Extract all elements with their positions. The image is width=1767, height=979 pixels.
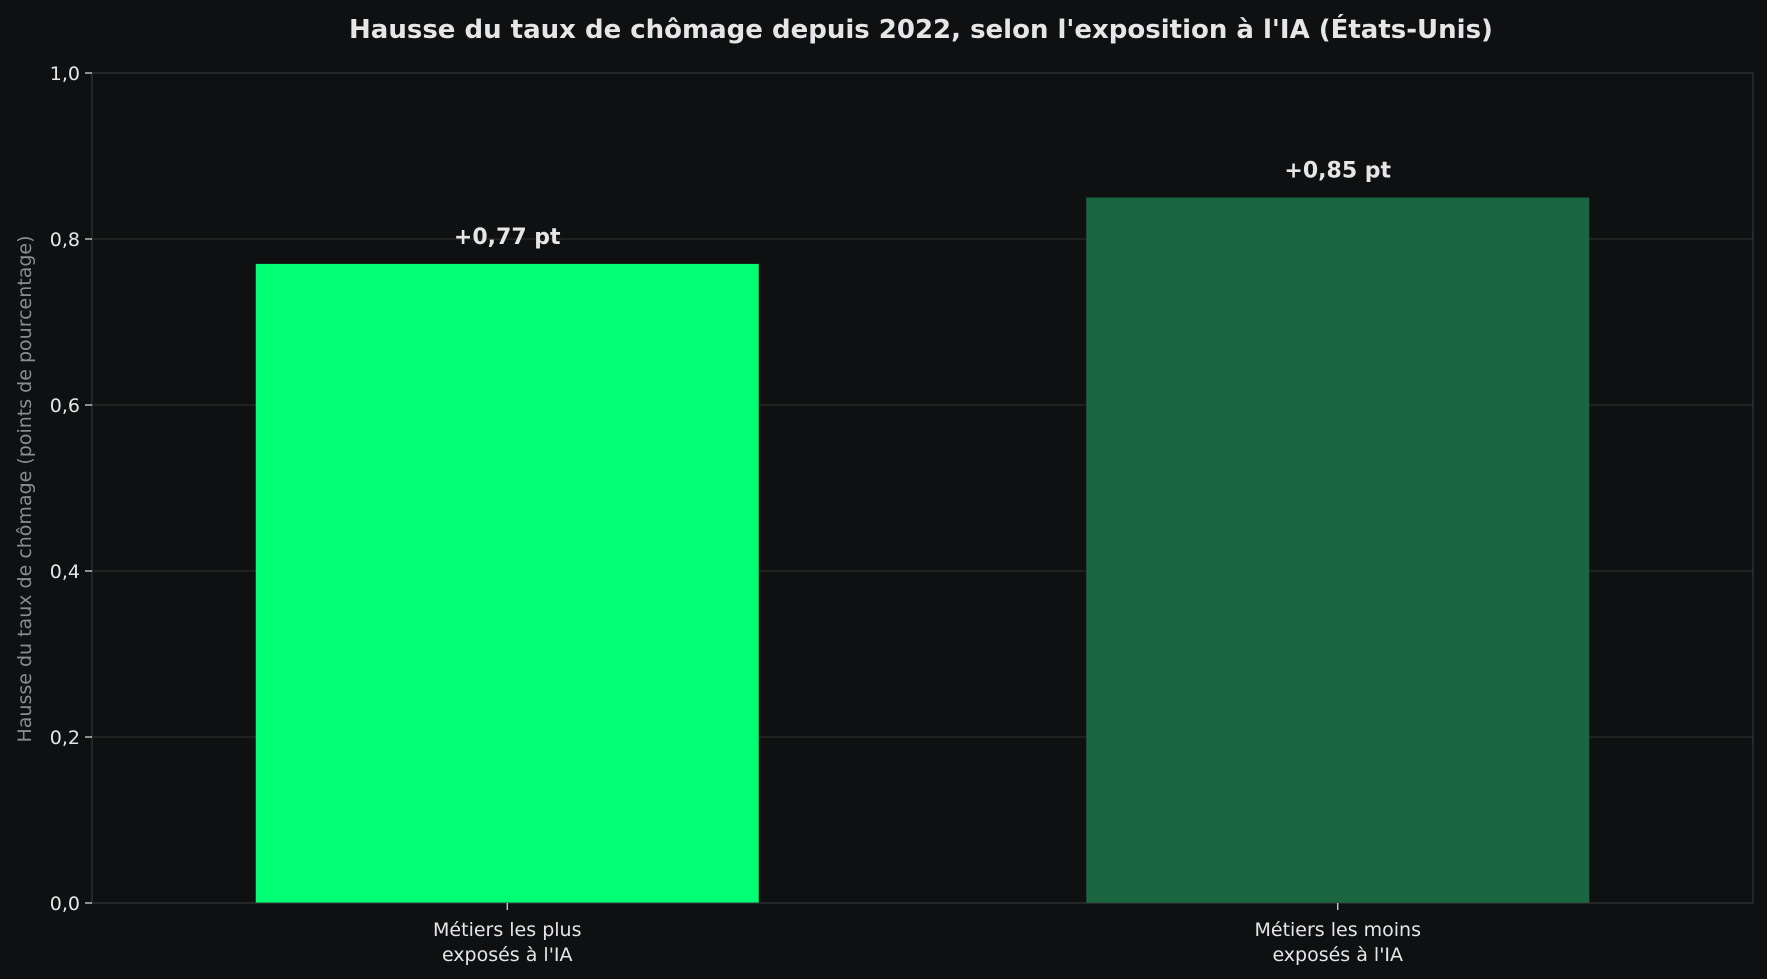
- axes: 0,0 0,2 0,4 0,6 0,8 1,0 Métiers les plus exposé…: [50, 63, 1754, 966]
- y-tick-label: 0,6: [50, 395, 80, 417]
- x-tick-label-line: exposés à l'IA: [442, 944, 573, 966]
- x-tick-label: Métiers les plus exposés à l'IA: [433, 919, 581, 966]
- x-tick-label: Métiers les moins exposés à l'IA: [1254, 919, 1421, 966]
- y-tick-label: 0,2: [50, 727, 80, 749]
- y-axis-label: Hausse du taux de chômage (points de pou…: [14, 235, 36, 742]
- y-tick-label: 0,0: [50, 893, 80, 915]
- x-tick-label-line: exposés à l'IA: [1272, 944, 1403, 966]
- y-tick-label: 0,8: [50, 229, 80, 251]
- bar-data-label: +0,77 pt: [454, 225, 561, 250]
- bar-data-label: +0,85 pt: [1284, 159, 1391, 184]
- chart-title: Hausse du taux de chômage depuis 2022, s…: [349, 13, 1493, 45]
- bar: [1086, 197, 1590, 903]
- plot-frame: [91, 72, 1754, 904]
- y-tick-label: 1,0: [50, 63, 80, 85]
- data-labels: +0,77 pt +0,85 pt: [454, 159, 1392, 250]
- x-tick-label-line: Métiers les plus: [433, 919, 581, 941]
- y-tick-label: 0,4: [50, 561, 80, 583]
- x-tick-label-line: Métiers les moins: [1254, 919, 1421, 941]
- bar: [255, 263, 759, 903]
- bars: [255, 197, 1590, 903]
